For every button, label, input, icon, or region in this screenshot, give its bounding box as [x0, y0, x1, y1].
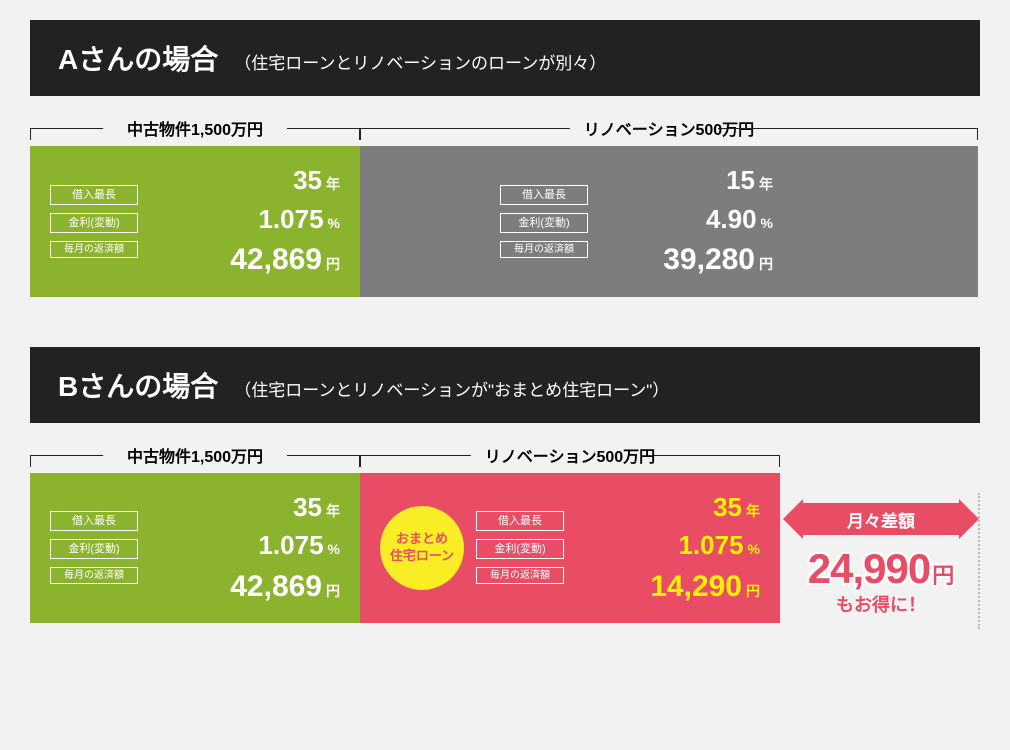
values-col: 35年 1.075% 14,290円	[576, 491, 760, 606]
panel-label-wrap: リノベーション500万円	[360, 110, 978, 146]
panel-label-wrap: 中古物件1,500万円	[30, 110, 360, 146]
label-term: 借入最長	[50, 185, 138, 205]
labels-col: 借入最長 金利(変動) 毎月の返済額	[50, 511, 138, 584]
label-rate: 金利(変動)	[50, 539, 138, 559]
case-a-panel-left: 中古物件1,500万円 借入最長 金利(変動) 毎月の返済額 35年 1.075…	[30, 110, 360, 297]
panel-label: 中古物件1,500万円	[113, 443, 277, 467]
case-a-title: Aさんの場合	[58, 38, 218, 78]
case-b-panel-left: 中古物件1,500万円 借入最長 金利(変動) 毎月の返済額 35年 1.075…	[30, 437, 360, 624]
val-monthly: 39,280	[663, 243, 755, 276]
val-rate: 4.90	[706, 204, 757, 234]
savings-amount: 24,990円	[808, 545, 954, 593]
savings-arrow: 月々差額	[789, 499, 973, 539]
case-b-title: Bさんの場合	[58, 365, 218, 405]
omato-me-badge: おまとめ住宅ローン	[380, 506, 464, 590]
labels-col: 借入最長 金利(変動) 毎月の返済額	[476, 511, 564, 584]
val-monthly: 14,290	[650, 570, 742, 603]
label-rate: 金利(変動)	[50, 213, 138, 233]
val-monthly: 42,869	[230, 570, 322, 603]
case-a-panel-right: リノベーション500万円 借入最長 金利(変動) 毎月の返済額 15年 4.90…	[360, 110, 978, 297]
val-term: 35	[713, 492, 742, 522]
val-term: 15	[726, 165, 755, 195]
label-rate: 金利(変動)	[476, 539, 564, 559]
case-a: Aさんの場合 （住宅ローンとリノベーションのローンが別々） 中古物件1,500万…	[30, 20, 980, 297]
val-term: 35	[293, 492, 322, 522]
savings-callout: 月々差額 24,990円 もお得に！	[780, 499, 980, 623]
panel-label-wrap: 中古物件1,500万円	[30, 437, 360, 473]
case-b: Bさんの場合 （住宅ローンとリノベーションが"おまとめ住宅ローン"） 中古物件1…	[30, 347, 980, 624]
label-monthly: 毎月の返済額	[476, 567, 564, 584]
case-a-panels: 中古物件1,500万円 借入最長 金利(変動) 毎月の返済額 35年 1.075…	[30, 110, 980, 297]
label-monthly: 毎月の返済額	[50, 241, 138, 258]
case-b-header: Bさんの場合 （住宅ローンとリノベーションが"おまとめ住宅ローン"）	[30, 347, 980, 423]
case-b-panel-right: リノベーション500万円 おまとめ住宅ローン 借入最長 金利(変動) 毎月の返済…	[360, 437, 780, 624]
values-col: 35年 1.075% 42,869円	[150, 164, 340, 279]
panel-label: リノベーション500万円	[570, 116, 768, 140]
val-rate: 1.075	[258, 530, 323, 560]
label-term: 借入最長	[476, 511, 564, 531]
label-monthly: 毎月の返済額	[500, 241, 588, 258]
label-monthly: 毎月の返済額	[50, 567, 138, 584]
panel-label-wrap: リノベーション500万円	[360, 437, 780, 473]
label-term: 借入最長	[500, 185, 588, 205]
panel-body: おまとめ住宅ローン 借入最長 金利(変動) 毎月の返済額 35年 1.075% …	[360, 473, 780, 624]
label-rate: 金利(変動)	[500, 213, 588, 233]
val-rate: 1.075	[678, 530, 743, 560]
values-col: 35年 1.075% 42,869円	[150, 491, 340, 606]
savings-arrow-text: 月々差額	[847, 507, 915, 532]
panel-body: 借入最長 金利(変動) 毎月の返済額 35年 1.075% 42,869円	[30, 146, 360, 297]
val-monthly: 42,869	[230, 243, 322, 276]
panel-label: リノベーション500万円	[471, 443, 669, 467]
case-a-subtitle: （住宅ローンとリノベーションのローンが別々）	[234, 49, 606, 74]
label-term: 借入最長	[50, 511, 138, 531]
values-col: 15年 4.90% 39,280円	[600, 164, 773, 279]
val-rate: 1.075	[258, 204, 323, 234]
labels-col: 借入最長 金利(変動) 毎月の返済額	[50, 185, 138, 258]
savings-sub: もお得に！	[836, 591, 926, 617]
panel-body: 借入最長 金利(変動) 毎月の返済額 15年 4.90% 39,280円	[360, 146, 978, 297]
case-b-subtitle: （住宅ローンとリノベーションが"おまとめ住宅ローン"）	[234, 376, 669, 401]
val-term: 35	[293, 165, 322, 195]
case-a-header: Aさんの場合 （住宅ローンとリノベーションのローンが別々）	[30, 20, 980, 96]
panel-body: 借入最長 金利(変動) 毎月の返済額 35年 1.075% 42,869円	[30, 473, 360, 624]
labels-col: 借入最長 金利(変動) 毎月の返済額	[500, 185, 588, 258]
case-b-panels: 中古物件1,500万円 借入最長 金利(変動) 毎月の返済額 35年 1.075…	[30, 437, 980, 624]
panel-label: 中古物件1,500万円	[113, 116, 277, 140]
